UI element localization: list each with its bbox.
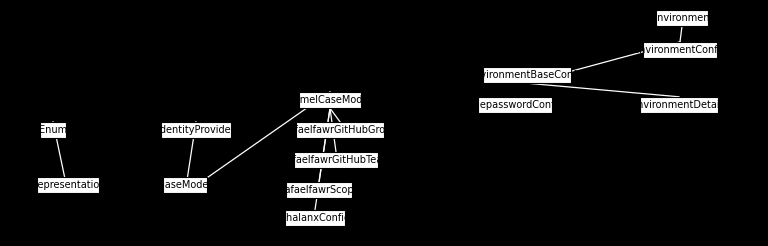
Text: GafaelfawrScope: GafaelfawrScope [278, 185, 360, 195]
Text: Representation: Representation [31, 180, 105, 190]
FancyBboxPatch shape [299, 92, 362, 108]
Text: OnepasswordConfig: OnepasswordConfig [466, 100, 564, 110]
FancyBboxPatch shape [483, 67, 571, 83]
Text: PhalanxConfig: PhalanxConfig [280, 213, 350, 223]
FancyBboxPatch shape [163, 177, 207, 193]
Text: BaseModel: BaseModel [158, 180, 211, 190]
Text: Enum: Enum [39, 125, 67, 135]
FancyBboxPatch shape [293, 152, 379, 168]
Text: EnvironmentDetails: EnvironmentDetails [631, 100, 727, 110]
FancyBboxPatch shape [641, 97, 718, 113]
Text: IdentityProvider: IdentityProvider [157, 125, 235, 135]
FancyBboxPatch shape [656, 10, 708, 26]
FancyBboxPatch shape [296, 122, 384, 138]
FancyBboxPatch shape [37, 177, 100, 193]
Text: EnvironmentConfig: EnvironmentConfig [634, 45, 727, 55]
FancyBboxPatch shape [40, 122, 66, 138]
Text: EnvironmentBaseConfig: EnvironmentBaseConfig [468, 70, 586, 80]
FancyBboxPatch shape [286, 182, 353, 198]
FancyBboxPatch shape [643, 42, 717, 58]
Text: GafaelfawrGitHubTeam: GafaelfawrGitHubTeam [280, 155, 392, 165]
FancyBboxPatch shape [478, 97, 552, 113]
Text: GafaelfawrGitHubGroup: GafaelfawrGitHubGroup [282, 125, 399, 135]
FancyBboxPatch shape [286, 210, 345, 226]
FancyBboxPatch shape [161, 122, 231, 138]
Text: CamelCaseModel: CamelCaseModel [288, 95, 372, 105]
Text: Environment: Environment [650, 13, 713, 23]
